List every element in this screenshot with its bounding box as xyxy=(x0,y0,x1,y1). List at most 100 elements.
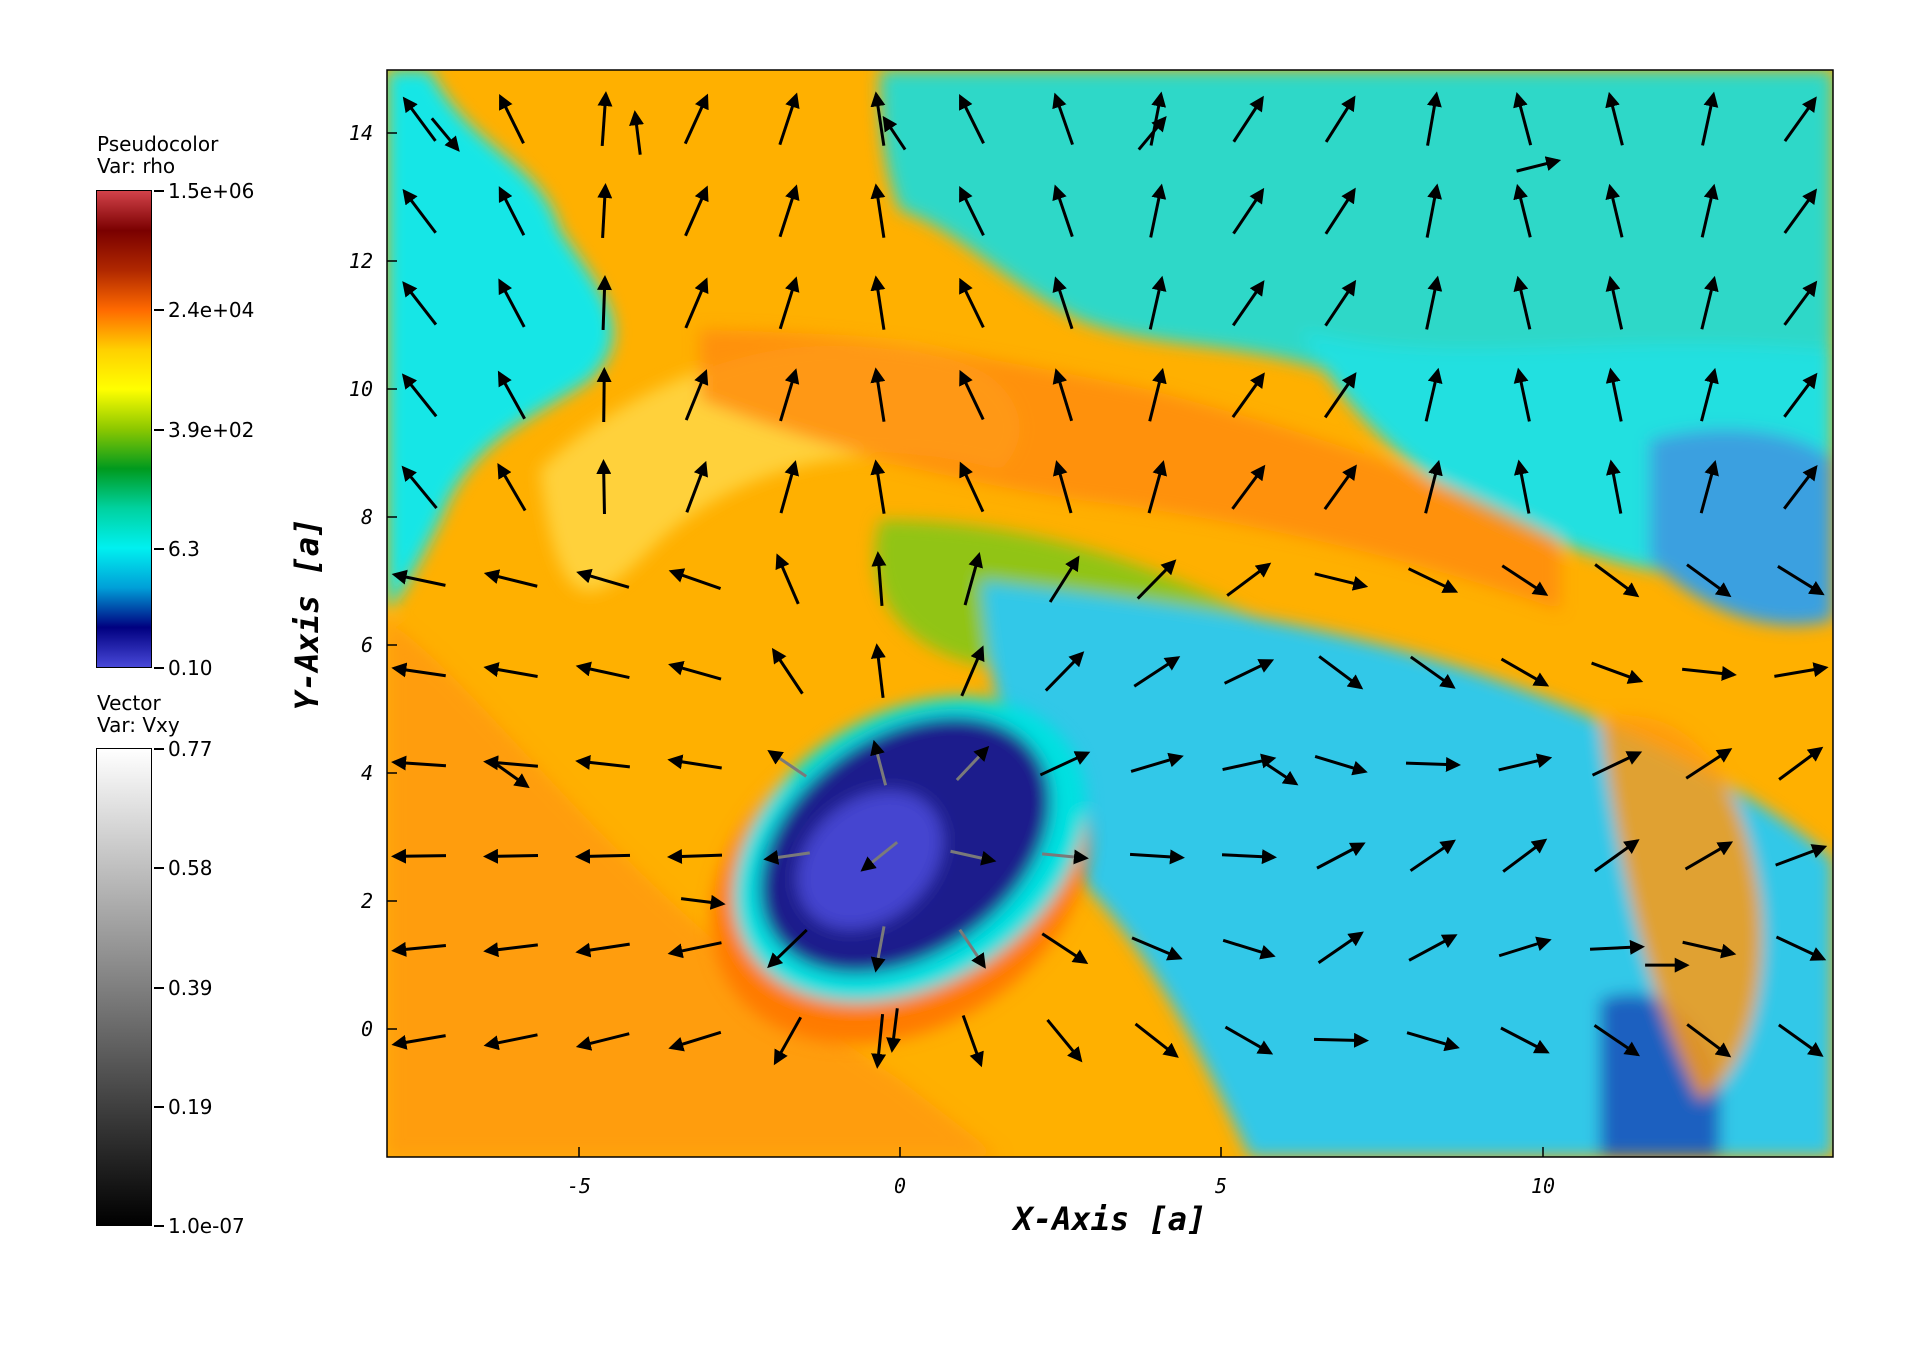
velocity-arrow xyxy=(1498,753,1553,772)
velocity-arrow xyxy=(1041,932,1089,964)
y-axis-title: Y-Axis [a] xyxy=(288,518,326,711)
velocity-arrow xyxy=(771,647,804,695)
velocity-arrow xyxy=(1777,1023,1824,1057)
velocity-arrow-sample xyxy=(1263,761,1299,786)
y-tick-label: 14 xyxy=(349,121,373,145)
velocity-arrow xyxy=(402,96,437,142)
pseudocolor-tick-label: 3.9e+02 xyxy=(153,418,255,442)
velocity-arrow xyxy=(596,367,612,423)
velocity-arrow xyxy=(779,460,800,514)
velocity-arrow xyxy=(576,568,630,589)
y-tick-label: 8 xyxy=(361,505,373,529)
velocity-arrow xyxy=(1701,91,1719,146)
velocity-arrow xyxy=(1133,656,1181,688)
x-axis-title: X-Axis [a] xyxy=(1011,1200,1207,1238)
velocity-arrow xyxy=(1232,95,1264,143)
velocity-arrow xyxy=(483,569,538,588)
vector-tick-label: 0.77 xyxy=(154,737,213,761)
velocity-arrow xyxy=(1314,755,1368,776)
velocity-arrow xyxy=(1700,367,1719,422)
velocity-arrow xyxy=(1778,746,1824,781)
velocity-arrow xyxy=(402,281,438,326)
velocity-arrow xyxy=(684,369,709,421)
velocity-arrow xyxy=(1147,460,1167,514)
velocity-arrow xyxy=(1324,279,1357,327)
velocity-arrow xyxy=(1681,665,1737,681)
y-tick-label: 10 xyxy=(349,377,373,401)
velocity-arrow xyxy=(667,754,722,770)
velocity-arrow xyxy=(1052,460,1073,514)
velocity-arrow xyxy=(1052,92,1074,146)
velocity-arrow xyxy=(391,569,446,587)
x-tick-label: 0 xyxy=(894,1174,906,1198)
velocity-arrow xyxy=(1231,280,1265,327)
velocity-arrow xyxy=(1513,91,1533,146)
velocity-arrow xyxy=(684,277,709,329)
velocity-arrow xyxy=(1407,567,1459,593)
velocity-arrow xyxy=(1501,564,1549,596)
velocity-arrow xyxy=(1513,183,1532,238)
velocity-arrow xyxy=(1589,939,1645,955)
velocity-arrow xyxy=(1684,841,1734,871)
vector-colorbar xyxy=(96,748,152,1226)
velocity-arrow xyxy=(1231,464,1266,510)
velocity-arrow-sample xyxy=(886,1008,902,1053)
velocity-arrow xyxy=(1317,931,1364,964)
velocity-arrow xyxy=(1605,91,1624,146)
velocity-arrow xyxy=(499,94,525,144)
velocity-arrow xyxy=(402,188,437,234)
plot-frame xyxy=(386,69,1834,1158)
velocity-arrow xyxy=(958,928,986,969)
velocity-arrow xyxy=(1041,849,1089,865)
velocity-arrow xyxy=(597,183,613,239)
velocity-arrow xyxy=(668,660,722,681)
y-tick-label: 12 xyxy=(349,249,373,273)
velocity-arrow xyxy=(1498,936,1552,958)
velocity-arrow xyxy=(778,184,800,238)
velocity-arrow xyxy=(497,462,527,512)
y-axis-ticks xyxy=(387,132,397,1030)
velocity-arrow xyxy=(1222,753,1277,772)
velocity-arrow xyxy=(767,749,808,778)
velocity-arrow xyxy=(959,94,985,144)
velocity-arrow xyxy=(1591,751,1643,777)
velocity-arrow xyxy=(498,278,526,328)
velocity-arrow-sample xyxy=(490,759,530,789)
velocity-arrow xyxy=(1232,187,1265,235)
velocity-arrow xyxy=(1048,555,1080,603)
vector-legend-title-1: Vector xyxy=(97,691,161,715)
velocity-arrow xyxy=(1774,662,1829,678)
velocity-arrow xyxy=(1783,96,1817,143)
velocity-arrow xyxy=(1700,183,1719,238)
velocity-arrow xyxy=(1409,839,1456,872)
velocity-arrow xyxy=(1316,842,1366,870)
velocity-arrow xyxy=(596,275,612,331)
vector-arrows xyxy=(391,91,1829,1069)
density-field xyxy=(387,70,1833,1157)
velocity-arrow xyxy=(1502,838,1548,873)
velocity-arrow-sample xyxy=(1516,156,1562,173)
vector-tick-label: 0.19 xyxy=(154,1095,213,1119)
velocity-arrow xyxy=(391,662,446,678)
velocity-arrow xyxy=(959,369,985,421)
velocity-arrow xyxy=(1318,655,1364,690)
velocity-arrow xyxy=(1424,367,1443,422)
velocity-arrow xyxy=(401,465,438,510)
velocity-arrow xyxy=(391,941,447,957)
velocity-arrow xyxy=(667,941,722,959)
velocity-arrow xyxy=(1513,367,1531,422)
velocity-arrow xyxy=(1605,183,1624,238)
velocity-arrow xyxy=(959,185,985,236)
density-region-orange-ring xyxy=(700,330,1560,610)
velocity-arrow xyxy=(1324,95,1356,143)
velocity-arrow xyxy=(767,928,808,969)
velocity-arrow xyxy=(1426,91,1442,146)
y-tick-label: 0 xyxy=(361,1017,373,1041)
velocity-arrow xyxy=(870,926,886,973)
velocity-arrow xyxy=(1224,1025,1274,1055)
velocity-arrow xyxy=(597,91,613,147)
velocity-arrow xyxy=(1148,367,1167,422)
velocity-arrow xyxy=(960,645,985,697)
velocity-arrow xyxy=(1148,275,1167,330)
velocity-arrow xyxy=(667,848,723,864)
